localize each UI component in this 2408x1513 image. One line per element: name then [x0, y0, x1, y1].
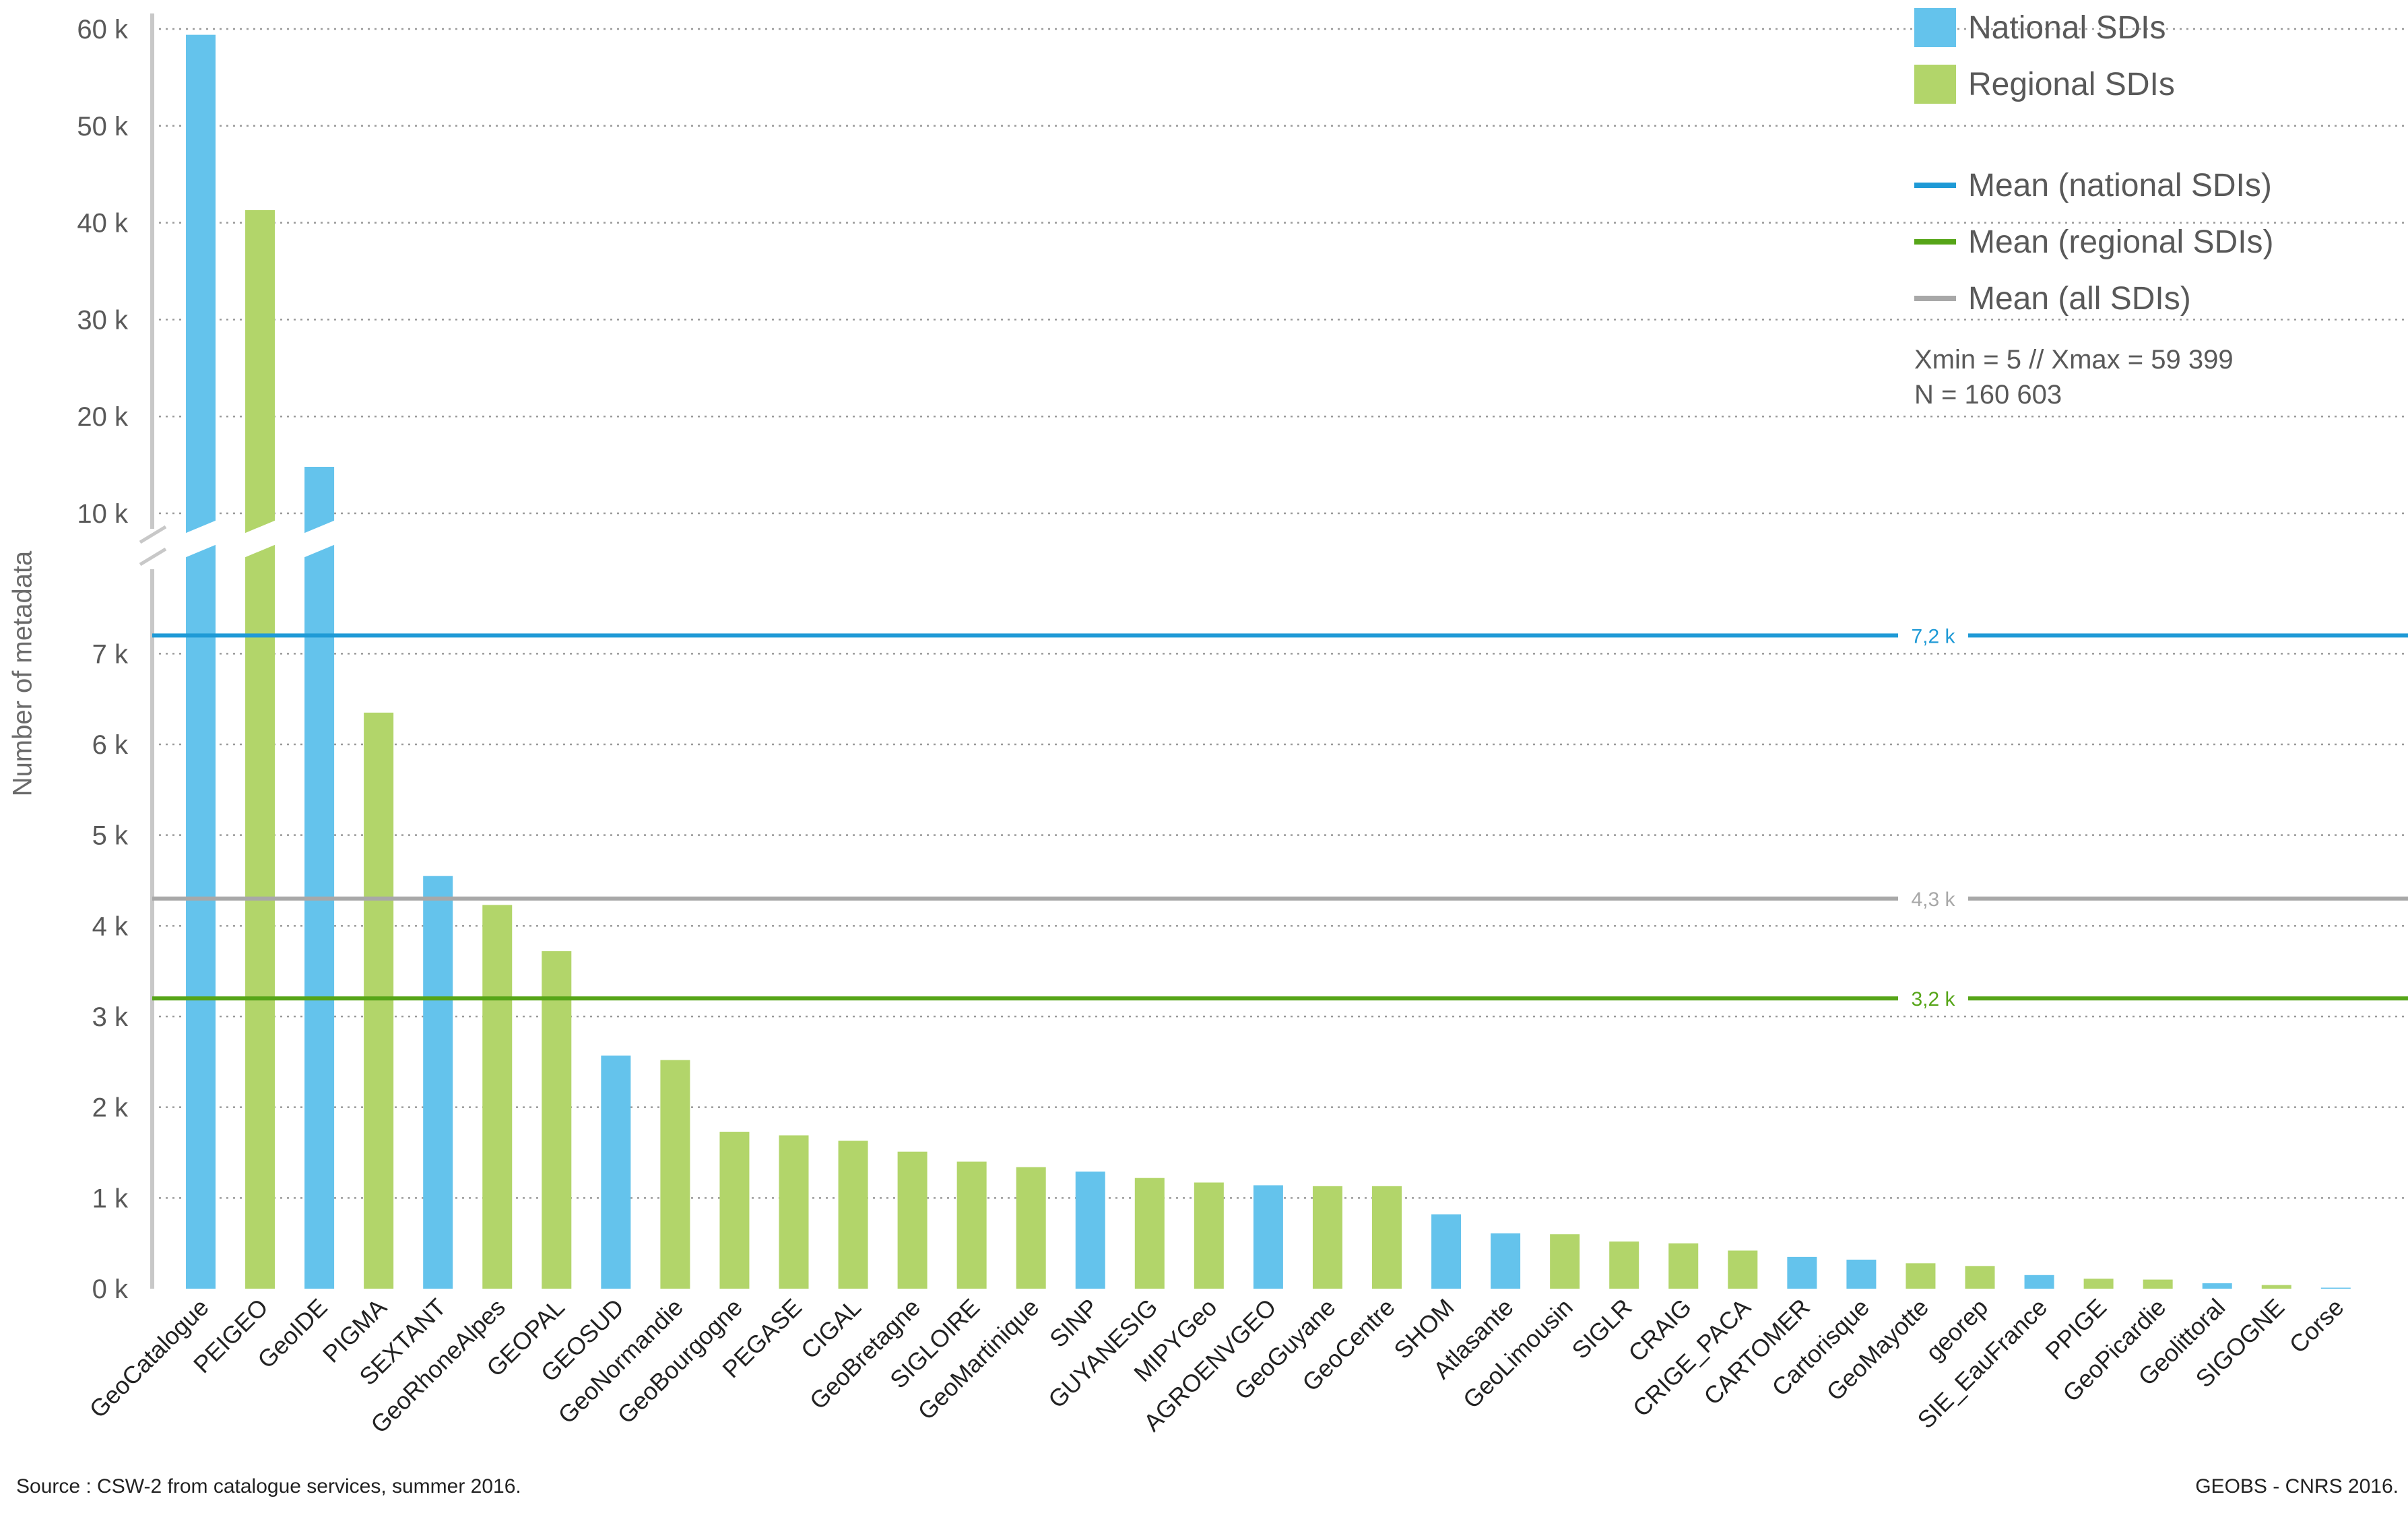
legend-line-mean-all	[1914, 296, 1956, 301]
bars	[185, 34, 2351, 1289]
legend-item-regional: Regional SDIs	[1914, 61, 2175, 108]
x-tick-labels: GeoCataloguePEIGEOGeoIDEPIGMASEXTANTGeoR…	[84, 1293, 2349, 1439]
bar-pegase	[779, 1135, 809, 1289]
stats-n: N = 160 603	[1914, 380, 2062, 410]
bar-georep	[1965, 1266, 1995, 1289]
x-tick-label: SIGLR	[1566, 1293, 1637, 1364]
legend-label-regional: Regional SDIs	[1968, 66, 2175, 102]
axis-break-mark	[139, 525, 167, 544]
bar-peigeo	[245, 210, 275, 1289]
bar-geoguyane	[1312, 1186, 1342, 1289]
stats-range: Xmin = 5 // Xmax = 59 399	[1914, 345, 2234, 375]
legend-swatch-national	[1914, 8, 1956, 47]
bar-sigogne	[2261, 1285, 2291, 1289]
y-tick-label: 2 k	[92, 1093, 129, 1123]
bar-geonormandie	[660, 1060, 690, 1289]
bar-geocatalogue	[186, 34, 216, 1289]
bar-geoide	[304, 466, 335, 1289]
y-tick-label: 1 k	[92, 1184, 129, 1213]
legend-label-mean-all: Mean (all SDIs)	[1968, 280, 2191, 317]
y-tick-label: 0 k	[92, 1275, 129, 1304]
stats-annotation: Xmin = 5 // Xmax = 59 399 N = 160 603	[1914, 342, 2234, 412]
x-tick-label: Corse	[2284, 1293, 2349, 1359]
axis-break-mark	[139, 547, 167, 567]
y-axis-label: Number of metadata	[7, 550, 38, 797]
mean-value-label: 7,2 k	[1911, 625, 1955, 647]
bar-siglr	[1609, 1241, 1639, 1289]
bar-atlasante	[1491, 1233, 1521, 1289]
bar-sigloire	[956, 1161, 987, 1289]
y-tick-label: 60 k	[77, 15, 129, 44]
bar-sinp	[1075, 1171, 1105, 1289]
bar-crige_paca	[1728, 1250, 1758, 1289]
bar-geosud	[601, 1055, 631, 1289]
bar-geomartinique	[1016, 1167, 1046, 1289]
bar-cartorisque	[1846, 1259, 1877, 1289]
mean-value-label: 4,3 k	[1911, 889, 1955, 911]
legend-item-national: National SDIs	[1914, 4, 2166, 51]
bar-geolimousin	[1550, 1234, 1580, 1289]
bar-break-gap	[303, 520, 336, 558]
bar-geomayotte	[1906, 1263, 1936, 1289]
bar-agroenvgeo	[1253, 1185, 1283, 1289]
legend-item-mean-regional: Mean (regional SDIs)	[1914, 218, 2274, 265]
legend-line-mean-national	[1914, 183, 1956, 188]
y-tick-label: 3 k	[92, 1002, 129, 1032]
y-tick-label: 50 k	[77, 112, 129, 141]
y-tick-label: 4 k	[92, 911, 129, 941]
bar-craig	[1668, 1243, 1699, 1289]
y-tick-label: 20 k	[77, 402, 129, 432]
y-axis: 0 k 1 k 2 k 3 k 4 k 5 k 6 k 7 k 10 k 20 k 30 k 40 k…	[77, 13, 167, 1304]
y-tick-label: 7 k	[92, 639, 129, 669]
legend-swatch-regional	[1914, 65, 1956, 104]
y-tick-label: 6 k	[92, 730, 129, 760]
bar-cartomer	[1787, 1256, 1817, 1289]
y-tick-label: 40 k	[77, 209, 129, 238]
bar-geopicardie	[2143, 1279, 2173, 1289]
bar-guyanesig	[1134, 1178, 1165, 1289]
y-tick-label: 10 k	[77, 499, 129, 529]
bar-geolittoral	[2202, 1283, 2232, 1289]
bar-sextant	[423, 876, 453, 1289]
bar-geobourgogne	[719, 1132, 750, 1289]
gridlines	[152, 28, 2408, 1199]
legend-line-mean-regional	[1914, 239, 1956, 245]
mean-value-label: 3,2 k	[1911, 988, 1955, 1010]
legend-label-mean-national: Mean (national SDIs)	[1968, 167, 2272, 203]
credit-note: GEOBS - CNRS 2016.	[2195, 1475, 2399, 1498]
bar-sie_eaufrance	[2024, 1275, 2054, 1289]
legend-label-national: National SDIs	[1968, 9, 2166, 46]
mean-lines: 7,2 k 3,2 k 4,3 k	[152, 625, 2408, 1010]
bar-corse	[2320, 1287, 2351, 1289]
bar-georhonealpes	[482, 905, 513, 1289]
legend: National SDIs Regional SDIs Mean (nation…	[1914, 4, 2386, 435]
y-tick-label: 30 k	[77, 305, 129, 335]
bar-mipygeo	[1194, 1182, 1224, 1289]
source-note: Source : CSW-2 from catalogue services, …	[16, 1475, 521, 1498]
legend-label-mean-regional: Mean (regional SDIs)	[1968, 224, 2274, 260]
y-tick-label: 5 k	[92, 821, 129, 851]
bar-shom	[1431, 1214, 1462, 1289]
bar-break-gap	[244, 520, 277, 558]
legend-item-mean-all: Mean (all SDIs)	[1914, 275, 2191, 322]
bar-geobretagne	[897, 1151, 928, 1289]
legend-item-mean-national: Mean (national SDIs)	[1914, 162, 2272, 209]
bar-break-gap	[185, 520, 217, 558]
bar-ppige	[2083, 1279, 2114, 1289]
bar-pigma	[364, 712, 394, 1289]
bar-cigal	[838, 1140, 868, 1289]
bar-geocentre	[1372, 1186, 1402, 1289]
bar-geopal	[542, 951, 572, 1289]
